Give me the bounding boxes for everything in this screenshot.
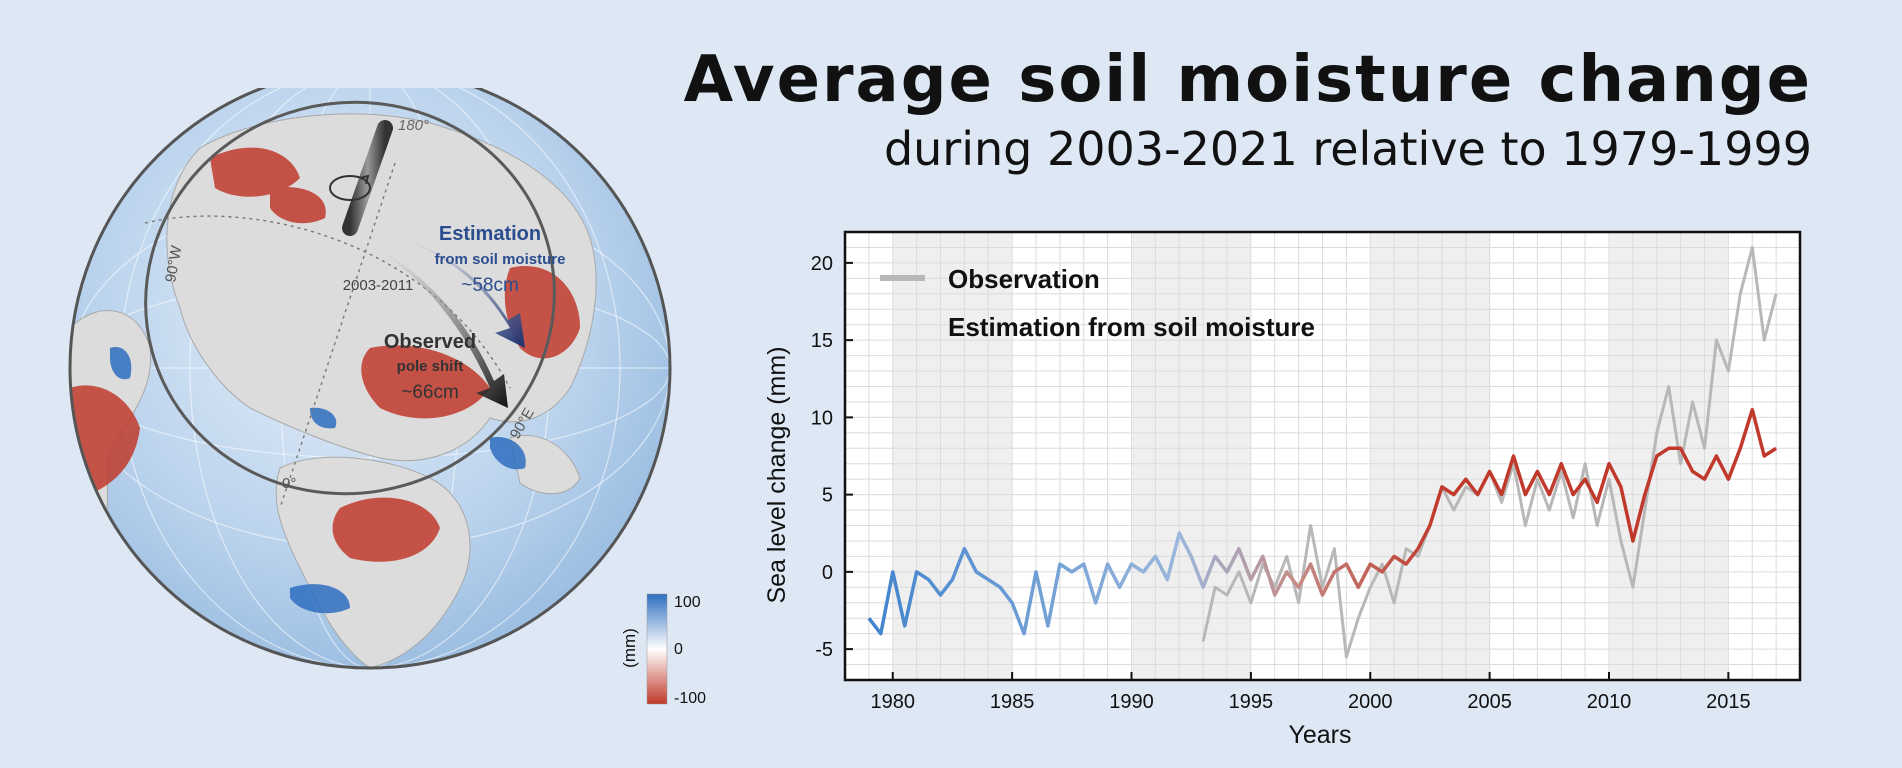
x-tick-label: 2010 <box>1587 691 1632 713</box>
title-block: Average soil moisture change during 2003… <box>684 40 1812 178</box>
x-axis-label: Years <box>1288 721 1351 749</box>
label-180: 180° <box>398 117 429 134</box>
y-axis-label: Sea level change (mm) <box>763 346 791 603</box>
observed-value: ~66cm <box>401 382 459 403</box>
globe-outline <box>68 88 672 670</box>
year-band <box>1131 232 1251 680</box>
y-tick-label: 5 <box>822 485 833 507</box>
observed-sub: pole shift <box>397 358 464 375</box>
pole-rod <box>329 120 393 236</box>
axes: 1980 1985 1990 1995 2000 2005 2010 201520151050… <box>811 230 1802 713</box>
series-layer <box>867 245 1778 659</box>
estimation-sub: from soil moisture <box>435 251 566 268</box>
year-band <box>1609 232 1729 680</box>
y-tick-label: 15 <box>811 330 833 352</box>
y-tick-label: 10 <box>811 407 833 429</box>
observed-title: Observed <box>384 331 476 353</box>
colorbar <box>646 593 668 705</box>
year-band <box>1370 232 1490 680</box>
y-tick-label: 20 <box>811 253 833 275</box>
plot-frame <box>843 230 1802 682</box>
estimation-value: ~58cm <box>461 275 519 296</box>
estimation-title: Estimation <box>439 223 541 245</box>
wetting-areas <box>110 347 526 614</box>
colorbar-tick-mid: 0 <box>674 641 683 658</box>
globe-map: 180° 90°W 90°E 0° 2003-2011 Estimation f… <box>50 88 730 768</box>
label-0: 0° <box>282 475 296 492</box>
legend-label-estimation: Estimation from soil moisture <box>948 312 1315 342</box>
x-tick-label: 2015 <box>1706 691 1751 713</box>
estimation-arrow <box>355 228 525 348</box>
y-tick-label: 0 <box>822 562 833 584</box>
legend: Observation Estimation from soil moistur… <box>880 264 1315 342</box>
observed-arrow <box>350 233 508 408</box>
colorbar-tick-high: 100 <box>674 594 701 611</box>
x-tick-label: 1985 <box>990 691 1035 713</box>
page-subtitle: during 2003-2021 relative to 1979-1999 <box>883 122 1812 176</box>
legend-label-observation: Observation <box>948 264 1100 294</box>
colorbar-tick-low: -100 <box>674 690 706 707</box>
x-tick-label: 1990 <box>1109 691 1154 713</box>
page-title: Average soil moisture change <box>683 43 1812 117</box>
period-label: 2003-2011 <box>343 277 414 294</box>
label-90w: 90°W <box>162 244 185 284</box>
rotation-ring <box>144 100 556 496</box>
series-line-estimation <box>867 407 1778 636</box>
x-tick-label: 1980 <box>871 691 916 713</box>
x-tick-label: 2000 <box>1348 691 1393 713</box>
meridian-lines <box>144 162 511 509</box>
y-tick-label: -5 <box>815 639 833 661</box>
grid <box>845 232 1800 680</box>
x-tick-label: 1995 <box>1229 691 1274 713</box>
globe-svg: 180° 90°W 90°E 0° 2003-2011 Estimation f… <box>68 88 706 707</box>
sea-level-chart: 1980 1985 1990 1995 2000 2005 2010 201520151050… <box>763 230 1802 749</box>
x-tick-label: 2005 <box>1467 691 1512 713</box>
year-band <box>892 232 1013 680</box>
colorbar-unit: (mm) <box>620 628 639 668</box>
